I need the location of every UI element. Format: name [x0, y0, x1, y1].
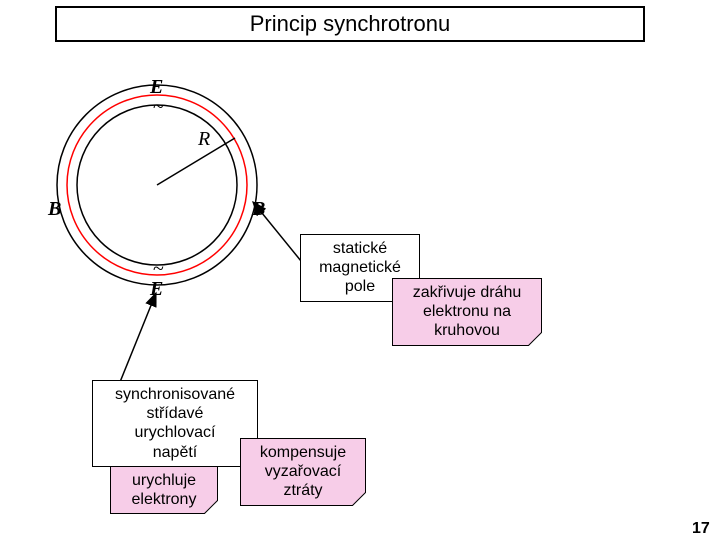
page-number: 17 — [692, 520, 710, 538]
diagram-arrows — [120, 138, 301, 382]
callout-accelerates: urychlujeelektrony — [110, 466, 218, 514]
label-B-left: B — [48, 198, 61, 221]
callout-curves-path: zakřivuje dráhuelektronu nakruhovou — [392, 278, 542, 346]
label-R: R — [198, 128, 210, 151]
label-B-right: B — [252, 198, 265, 221]
callout-compensates: kompensujevyzařovacíztráty — [240, 438, 366, 506]
label-tilde-top: ~ — [153, 96, 164, 119]
label-E-bottom: E — [150, 278, 163, 301]
callout-sync-voltage: synchronisovanéstřídavéurychlovacínapětí — [92, 380, 258, 467]
